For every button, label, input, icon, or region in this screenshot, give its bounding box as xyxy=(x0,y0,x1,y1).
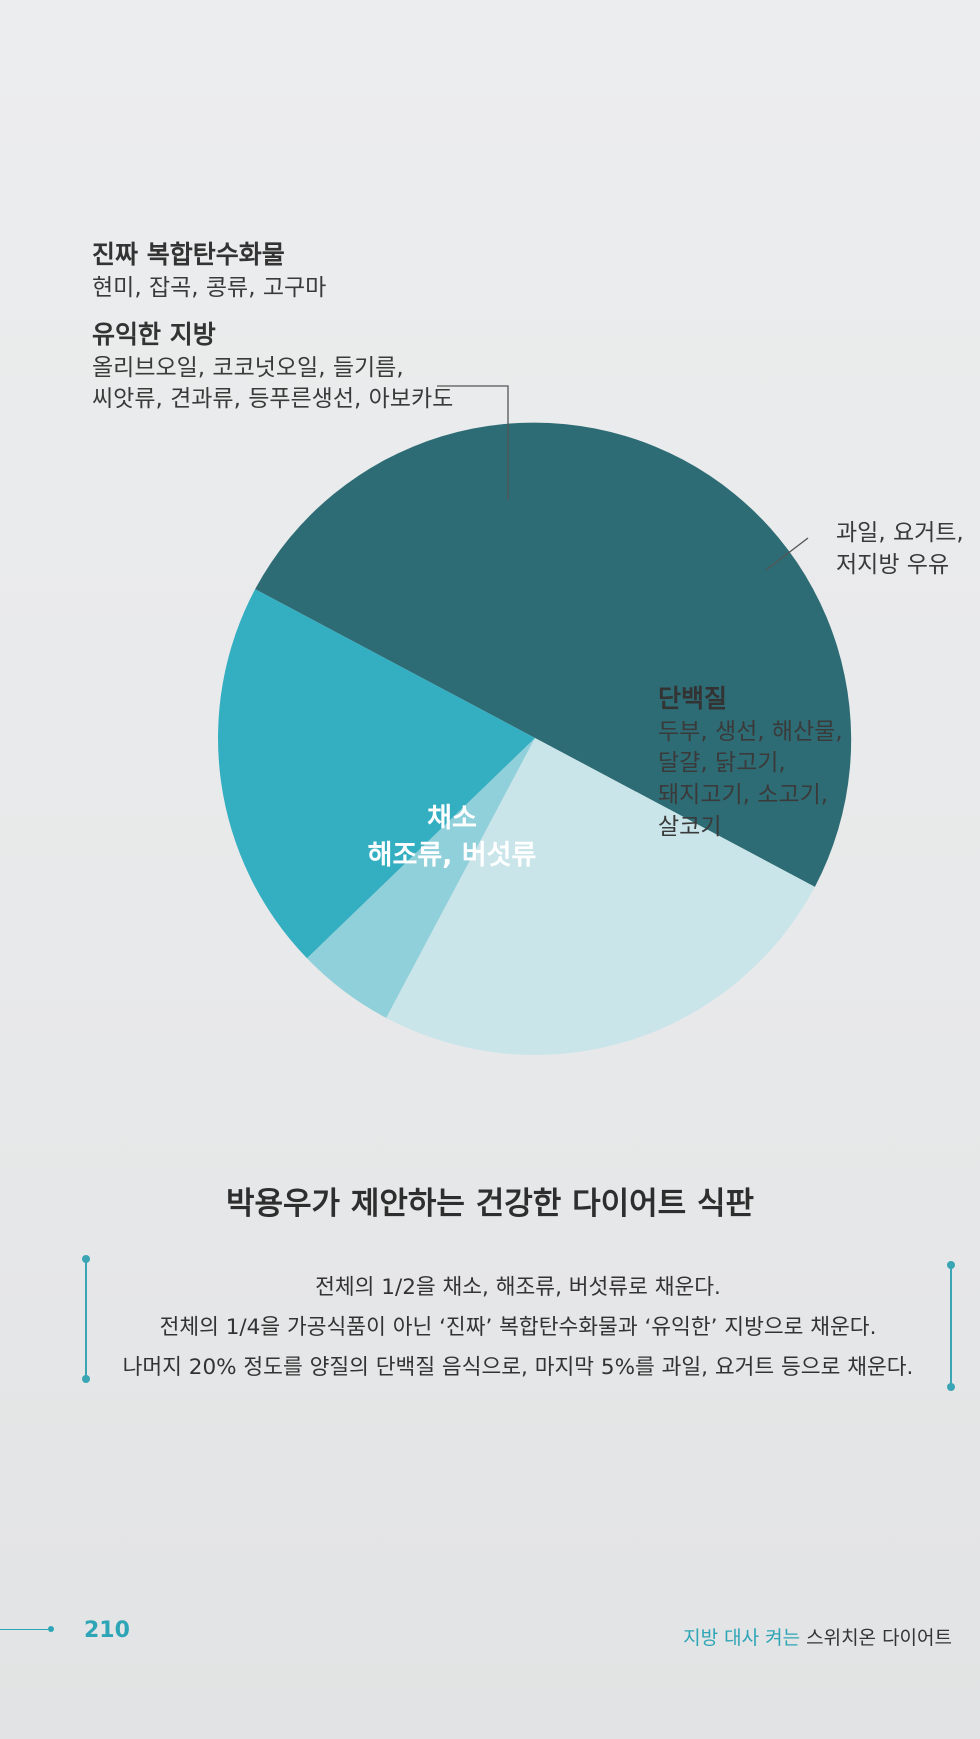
page-number-rule-dot xyxy=(48,1626,54,1632)
label-protein-desc-2: 달걀, 닭고기, xyxy=(658,750,786,777)
summary-line-3: 나머지 20% 정도를 양질의 단백질 음식으로, 마지막 5%를 과일, 요거… xyxy=(122,1355,914,1380)
summary-left-bottom-dot xyxy=(82,1375,90,1383)
label-vegetables-desc: 해조류, 버섯류 xyxy=(367,840,537,872)
label-healthy-fats-desc-2: 씨앗류, 견과류, 등푸른생선, 아보카도 xyxy=(92,386,454,413)
summary-right-bar xyxy=(950,1265,952,1387)
label-protein: 단백질 두부, 생선, 해산물, 달걀, 닭고기, 돼지고기, 소고기, 살코기 xyxy=(658,682,843,843)
pie-slice-fruit xyxy=(306,738,535,1018)
label-protein-desc-3: 돼지고기, 소고기, xyxy=(658,781,829,808)
label-vegetables-title: 채소 xyxy=(427,803,477,834)
page-number-rule xyxy=(0,1629,48,1630)
running-head: 지방 대사 켜는 스위치온 다이어트 xyxy=(683,1623,952,1650)
label-vegetables: 채소 해조류, 버섯류 xyxy=(322,800,582,875)
leader-line-fruit xyxy=(765,537,809,571)
summary-box: 전체의 1/2을 채소, 해조류, 버섯류로 채운다. 전체의 1/4을 가공식… xyxy=(90,1268,946,1388)
summary-right-top-dot xyxy=(947,1261,955,1269)
summary-left-top-dot xyxy=(82,1255,90,1263)
pie-slice-vegetables xyxy=(255,422,852,887)
summary-left-bar xyxy=(85,1259,87,1379)
label-complex-carbs-title: 진짜 복합탄수화물 xyxy=(92,240,285,269)
label-fruit-yogurt: 과일, 요거트, 저지방 우유 xyxy=(836,518,964,581)
label-fruit-desc-2: 저지방 우유 xyxy=(836,551,950,578)
summary-line-1: 전체의 1/2을 채소, 해조류, 버섯류로 채운다. xyxy=(315,1275,721,1300)
label-complex-carbs-desc: 현미, 잡곡, 콩류, 고구마 xyxy=(92,274,327,301)
label-healthy-fats: 유익한 지방 올리브오일, 코코넛오일, 들기름, 씨앗류, 견과류, 등푸른생… xyxy=(92,318,453,416)
label-healthy-fats-title: 유익한 지방 xyxy=(92,320,216,349)
label-protein-title: 단백질 xyxy=(658,684,728,713)
running-head-accent: 지방 대사 켜는 xyxy=(683,1627,801,1649)
summary-right-bottom-dot xyxy=(947,1383,955,1391)
label-fruit-desc-1: 과일, 요거트, xyxy=(836,520,964,546)
leader-line-carbs-fats xyxy=(437,385,509,500)
running-head-rest: 스위치온 다이어트 xyxy=(800,1627,952,1649)
label-healthy-fats-desc-1: 올리브오일, 코코넛오일, 들기름, xyxy=(92,354,404,381)
summary-line-2: 전체의 1/4을 가공식품이 아닌 ‘진짜’ 복합탄수화물과 ‘유익한’ 지방으… xyxy=(159,1315,877,1340)
label-complex-carbs: 진짜 복합탄수화물 현미, 잡곡, 콩류, 고구마 xyxy=(92,238,326,304)
pie-slice-carbs_fats xyxy=(386,738,815,1055)
label-protein-desc-4: 살코기 xyxy=(658,813,722,840)
page-number: 210 xyxy=(84,1618,130,1643)
pie-slice-protein xyxy=(218,589,535,959)
chart-caption: 박용우가 제안하는 건강한 다이어트 식판 xyxy=(225,1186,754,1222)
label-protein-desc-1: 두부, 생선, 해산물, xyxy=(658,718,843,745)
